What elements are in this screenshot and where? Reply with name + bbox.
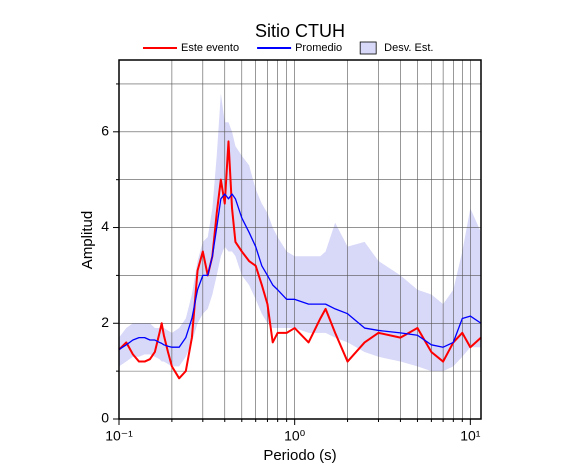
y-tick-label: 2 <box>101 314 109 330</box>
chart-title: Sitio CTUH <box>255 21 345 41</box>
x-axis-label: Periodo (s) <box>263 447 336 464</box>
y-tick-label: 0 <box>101 410 109 426</box>
legend-swatch <box>359 41 377 55</box>
band-layer <box>119 93 481 372</box>
x-tick-label: 10⁻¹ <box>105 428 133 444</box>
y-tick-label: 4 <box>101 218 109 234</box>
y-tick-label: 6 <box>101 123 109 139</box>
legend-label: Promedio <box>295 42 342 54</box>
x-tick-label: 10¹ <box>460 428 481 444</box>
plot-frame <box>118 59 482 420</box>
x-tick-label: 10⁰ <box>284 428 306 444</box>
std-band <box>119 93 481 372</box>
series-line <box>118 193 482 351</box>
legend-label: Desv. Est. <box>384 42 433 54</box>
series-line <box>118 140 482 380</box>
y-axis-label: Amplitud <box>79 211 96 269</box>
legend-label: Este evento <box>181 42 239 54</box>
